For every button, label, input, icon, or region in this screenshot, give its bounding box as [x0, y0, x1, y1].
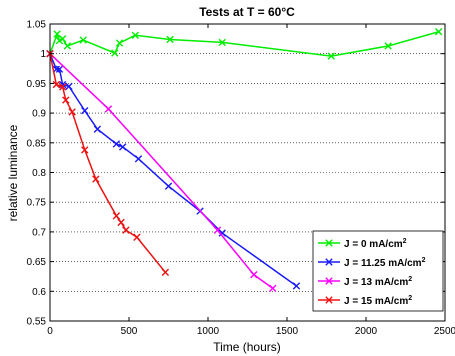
y-tick-label: 1 [40, 49, 46, 60]
x-tick-label: 1500 [276, 326, 299, 337]
data-point-marker [213, 226, 222, 234]
data-point-marker [65, 82, 73, 91]
x-tick-label: 2000 [355, 326, 378, 337]
data-point-marker [52, 80, 61, 89]
legend-entry: J = 11.25 mA/cm2 [318, 257, 426, 269]
legend-entry: J = 15 mA/cm2 [318, 295, 412, 307]
data-point-marker [327, 52, 335, 60]
legend-box [312, 230, 444, 312]
data-point-marker [269, 284, 277, 293]
data-point-marker [81, 107, 89, 115]
legend-swatch-marker [325, 277, 333, 285]
x-tick-label: 0 [47, 326, 53, 337]
y-tick-label: 0.75 [27, 198, 47, 209]
data-point-marker [63, 42, 72, 50]
y-tick-label: 0.95 [27, 79, 47, 90]
data-point-marker [292, 282, 301, 290]
legend-label-superscript: 2 [408, 295, 412, 302]
series-line [49, 53, 297, 287]
data-point-marker [250, 270, 258, 279]
legend-swatch-marker [325, 258, 333, 266]
y-tick-label: 0.8 [32, 168, 46, 179]
chart-title: Tests at T = 60°C [199, 5, 295, 19]
series-1 [46, 50, 301, 290]
data-point-marker [115, 39, 124, 47]
legend-label: J = 13 mA/cm2 [344, 276, 412, 288]
y-tick-label: 0.6 [32, 287, 46, 298]
data-point-marker [218, 229, 226, 237]
data-point-marker [81, 146, 89, 154]
data-point-marker [62, 96, 70, 104]
legend-label-superscript: 2 [403, 238, 407, 245]
data-point-marker [92, 175, 100, 183]
legend-entry: J = 13 mA/cm2 [318, 276, 412, 288]
legend-swatch-marker [325, 296, 333, 304]
legend-label-superscript: 2 [422, 257, 426, 264]
data-point-marker [166, 35, 174, 44]
data-point-marker [434, 28, 443, 36]
y-axis-label: relative luminance [6, 124, 20, 221]
legend-label: J = 11.25 mA/cm2 [344, 257, 426, 269]
data-point-marker [93, 125, 102, 133]
legend-label-superscript: 2 [408, 276, 412, 283]
data-point-marker [384, 42, 392, 50]
data-point-marker [133, 233, 141, 241]
data-point-marker [161, 268, 170, 276]
x-axis-label: Time (hours) [213, 340, 281, 354]
data-point-marker [104, 105, 113, 113]
y-tick-label: 0.55 [27, 317, 47, 328]
legend-swatch-marker [325, 239, 333, 247]
data-point-marker [112, 212, 121, 220]
data-point-marker [131, 31, 140, 39]
data-point-marker [117, 218, 125, 227]
data-point-marker [58, 83, 67, 91]
data-point-marker [55, 65, 64, 73]
x-tick-label: 2500 [434, 326, 455, 337]
legend-label: J = 15 mA/cm2 [344, 295, 412, 307]
data-point-marker [118, 143, 127, 151]
data-point-marker [111, 49, 119, 57]
y-tick-label: 0.9 [32, 109, 46, 120]
data-point-marker [79, 36, 87, 44]
data-point-marker [164, 182, 173, 190]
x-tick-label: 1000 [197, 326, 220, 337]
y-tick-label: 0.85 [27, 138, 47, 149]
legend: J = 0 mA/cm2 J = 11.25 mA/cm2 J = 13 mA/cm… [312, 230, 444, 312]
y-tick-label: 0.65 [27, 257, 47, 268]
data-point-marker [134, 155, 143, 163]
data-point-marker [58, 35, 67, 43]
y-tick-label: 0.7 [32, 227, 46, 238]
ticks: 0.55 0.6 0.65 0.7 0.75 0.8 0.85 0.9 0.95 1 1.05 0 50… [27, 20, 455, 338]
legend-label: J = 0 mA/cm2 [344, 238, 407, 250]
series-layer [46, 28, 443, 293]
data-point-marker [218, 38, 226, 47]
y-tick-label: 1.05 [27, 20, 47, 31]
data-point-marker [112, 140, 121, 148]
x-tick-label: 500 [121, 326, 138, 337]
data-point-marker [122, 226, 130, 234]
legend-entry: J = 0 mA/cm2 [318, 238, 407, 250]
data-point-marker [68, 108, 76, 116]
